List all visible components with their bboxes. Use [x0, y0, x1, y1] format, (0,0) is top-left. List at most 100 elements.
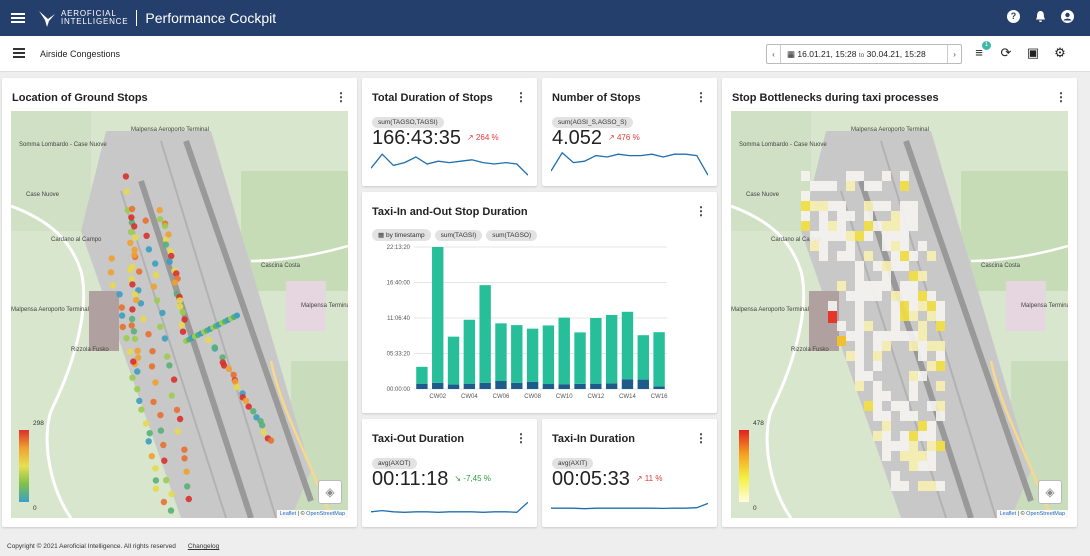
heat-cell[interactable] — [846, 181, 855, 191]
heat-cell[interactable] — [909, 441, 918, 451]
heat-cell[interactable] — [819, 221, 828, 231]
heat-cell[interactable] — [846, 251, 855, 261]
heat-cell[interactable] — [918, 421, 927, 431]
ground-stop-dot[interactable] — [259, 422, 266, 429]
ground-stop-dot[interactable] — [152, 260, 159, 267]
ground-stop-dot[interactable] — [116, 291, 123, 298]
osm-link[interactable]: OpenStreetMap — [1026, 511, 1065, 517]
heat-cell[interactable] — [846, 291, 855, 301]
ground-stop-dot[interactable] — [132, 234, 139, 241]
bar-sum(TAGSO)[interactable] — [574, 332, 586, 384]
heat-cell[interactable] — [909, 311, 918, 321]
more-options-icon[interactable]: ⋮ — [335, 90, 347, 104]
heat-cell[interactable] — [936, 481, 945, 491]
heat-cell[interactable] — [873, 391, 882, 401]
heat-cell[interactable] — [819, 211, 828, 221]
ground-stop-dot[interactable] — [130, 358, 137, 365]
heat-cell[interactable] — [846, 351, 855, 361]
heat-cell[interactable] — [900, 181, 909, 191]
heat-cell[interactable] — [873, 281, 882, 291]
ground-stop-dot[interactable] — [179, 308, 186, 316]
heat-cell[interactable] — [855, 341, 864, 351]
ground-stop-dot[interactable] — [250, 408, 257, 415]
heat-cell[interactable] — [909, 281, 918, 291]
heat-cell[interactable] — [909, 221, 918, 231]
ground-stop-dot[interactable] — [185, 495, 192, 503]
heat-cell[interactable] — [855, 291, 864, 301]
bar-sum(TAGSO)[interactable] — [558, 317, 570, 385]
heat-cell[interactable] — [909, 431, 918, 441]
map-canvas[interactable]: Malpensa Aeroporto Terminal Somma Lombard… — [731, 111, 1068, 518]
heat-cell[interactable] — [891, 481, 900, 491]
heat-cell[interactable] — [909, 301, 918, 311]
heat-cell[interactable] — [909, 461, 918, 471]
bar-sum(TAGSO)[interactable] — [590, 318, 602, 384]
ground-stop-dot[interactable] — [242, 397, 250, 404]
ground-stop-dot[interactable] — [129, 306, 136, 313]
ground-stop-dot[interactable] — [219, 354, 226, 361]
ground-stop-dot[interactable] — [220, 362, 228, 369]
bar-sum(TAGSI)[interactable] — [653, 386, 665, 389]
ground-stop-dot[interactable] — [260, 429, 267, 436]
bar-sum(TAGSI)[interactable] — [558, 384, 570, 389]
ground-stop-dot[interactable] — [156, 206, 163, 214]
bar-sum(TAGSI)[interactable] — [479, 382, 491, 389]
heat-cell[interactable] — [801, 221, 810, 231]
heat-cell[interactable] — [918, 351, 927, 361]
ground-stop-dot[interactable] — [127, 239, 134, 247]
ground-stop-dot[interactable] — [166, 258, 173, 265]
heat-cell[interactable] — [810, 231, 819, 241]
heat-cell[interactable] — [891, 251, 900, 261]
bar-sum(TAGSO)[interactable] — [637, 335, 649, 380]
heat-cell[interactable] — [873, 261, 882, 271]
ground-stop-dot[interactable] — [168, 252, 175, 260]
ground-stop-dot[interactable] — [153, 297, 161, 304]
heat-cell[interactable] — [882, 271, 891, 281]
help-icon[interactable]: ? — [1007, 10, 1020, 23]
bar-sum(TAGSI)[interactable] — [416, 383, 428, 389]
heat-cell[interactable] — [873, 351, 882, 361]
leaflet-link[interactable]: Leaflet — [279, 511, 297, 517]
ground-stop-dot[interactable] — [181, 446, 188, 453]
heat-cell[interactable] — [900, 431, 909, 441]
heat-cell[interactable] — [891, 321, 900, 331]
bar-sum(TAGSO)[interactable] — [511, 325, 523, 383]
ground-stop-dot[interactable] — [253, 414, 260, 421]
heat-cell[interactable] — [882, 441, 891, 451]
bar-sum(TAGSI)[interactable] — [637, 379, 649, 389]
heat-cell[interactable] — [882, 341, 891, 351]
heat-cell[interactable] — [882, 331, 891, 341]
heat-cell[interactable] — [855, 281, 864, 291]
heat-cell[interactable] — [900, 261, 909, 271]
heat-cell[interactable] — [900, 281, 909, 291]
heat-cell[interactable] — [882, 431, 891, 441]
heat-cell[interactable] — [900, 441, 909, 451]
dashboard-icon[interactable]: ▣ — [1026, 45, 1040, 60]
bar-sum(TAGSO)[interactable] — [495, 323, 507, 382]
heat-cell[interactable] — [846, 171, 855, 181]
bar-sum(TAGSO)[interactable] — [447, 336, 460, 385]
heat-cell[interactable] — [882, 221, 891, 231]
heat-cell[interactable] — [801, 201, 810, 211]
heat-cell[interactable] — [864, 221, 873, 231]
heat-cell[interactable] — [828, 201, 837, 211]
ground-stop-dot[interactable] — [134, 386, 141, 393]
ground-stop-dot[interactable] — [173, 406, 181, 414]
heat-cell[interactable] — [900, 231, 909, 241]
bar-sum(TAGSI)[interactable] — [495, 381, 507, 389]
heat-cell[interactable] — [936, 361, 945, 371]
map-canvas[interactable]: Malpensa Aeroporto Terminal Somma Lombard… — [11, 111, 348, 518]
heat-cell[interactable] — [837, 281, 846, 291]
account-icon[interactable] — [1061, 10, 1074, 23]
heat-cell[interactable] — [873, 411, 882, 421]
heat-cell[interactable] — [891, 471, 900, 481]
ground-stop-dot[interactable] — [107, 269, 115, 276]
heat-cell[interactable] — [909, 341, 918, 351]
ground-stop-dot[interactable] — [123, 188, 130, 195]
ground-stop-dot[interactable] — [131, 251, 138, 258]
heat-cell[interactable] — [909, 251, 918, 261]
bar-sum(TAGSI)[interactable] — [621, 379, 634, 389]
heat-cell[interactable] — [882, 421, 891, 431]
ground-stop-dot[interactable] — [174, 428, 181, 435]
heat-cell[interactable] — [891, 261, 900, 271]
